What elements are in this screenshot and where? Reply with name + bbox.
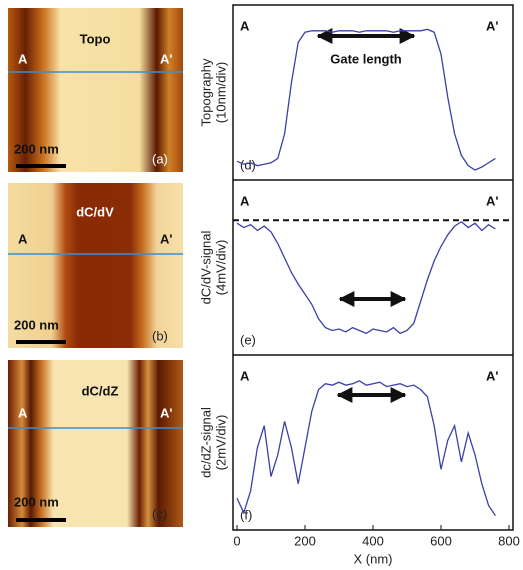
image-panels: Topo A A' 200 nm (a) dC/dV A A' 200 nm (… xyxy=(8,8,183,527)
image-title: dC/dZ xyxy=(82,383,119,398)
y-axis-label: dc/dZ-signal xyxy=(198,407,213,478)
x-tick-label: 800 xyxy=(498,533,520,548)
point-label: A xyxy=(240,18,250,33)
point-label: A xyxy=(240,368,250,383)
point-label: A' xyxy=(160,51,172,66)
panel-label: (e) xyxy=(240,332,256,347)
point-label: A' xyxy=(486,368,498,383)
y-axis-label: Topography xyxy=(198,58,213,126)
scale-bar xyxy=(16,340,66,344)
x-axis-label: X (nm) xyxy=(354,551,393,566)
plot-frame xyxy=(232,4,514,531)
afm-image xyxy=(8,360,183,527)
x-tick-label: 600 xyxy=(430,533,452,548)
profile-line xyxy=(236,380,496,517)
x-tick-label: 0 xyxy=(233,533,240,548)
image-title: dC/dV xyxy=(76,204,114,219)
point-label: A xyxy=(18,405,28,420)
panel-label: (b) xyxy=(152,328,168,343)
profile-line xyxy=(236,28,496,171)
point-label: A' xyxy=(486,193,498,208)
y-axis-label: (2mV/div) xyxy=(213,415,228,471)
panel-label: (c) xyxy=(152,506,167,521)
x-tick-label: 400 xyxy=(362,533,384,548)
arrows xyxy=(316,28,416,403)
y-axis-label: (4mV/div) xyxy=(213,240,228,296)
scale-bar xyxy=(16,164,66,168)
y-axis-label: dC/dV-signal xyxy=(198,231,213,305)
point-label: A' xyxy=(160,231,172,246)
annotation: Gate length xyxy=(330,51,402,66)
scale-label: 200 nm xyxy=(14,317,59,332)
point-label: A' xyxy=(160,405,172,420)
point-label: A xyxy=(18,51,28,66)
point-label: A xyxy=(18,231,28,246)
point-label: A' xyxy=(486,18,498,33)
panel-label: (a) xyxy=(152,151,168,166)
image-title: Topo xyxy=(80,31,111,46)
scale-label: 200 nm xyxy=(14,141,59,156)
y-axis-label: (10nm/div) xyxy=(213,62,228,123)
x-tick-label: 200 xyxy=(294,533,316,548)
scale-bar xyxy=(16,518,66,522)
profile-line xyxy=(236,220,496,335)
afm-image xyxy=(8,183,183,348)
afm-image xyxy=(8,8,183,172)
panel-label: (d) xyxy=(240,157,256,172)
scale-label: 200 nm xyxy=(14,494,59,509)
point-label: A xyxy=(240,193,250,208)
